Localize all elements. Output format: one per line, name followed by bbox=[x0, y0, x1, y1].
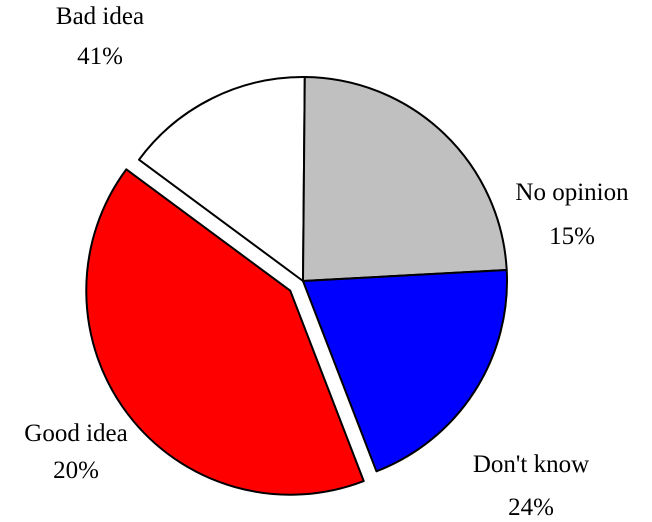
slice-value-no-opinion: 15% bbox=[549, 223, 595, 250]
pie-slices bbox=[85, 76, 508, 496]
slice-value-don-t-know: 24% bbox=[508, 494, 554, 521]
slice-value-good-idea: 20% bbox=[53, 457, 99, 484]
pie-labels: No opinion 15% Don't know 24% Good idea 20% Ba… bbox=[24, 3, 629, 521]
slice-label-bad-idea: Bad idea bbox=[56, 3, 144, 30]
pie-slice-don-t-know bbox=[302, 76, 508, 282]
slice-label-no-opinion: No opinion bbox=[515, 179, 629, 206]
pie-slice-good-idea bbox=[302, 268, 508, 473]
pie-slice-bad-idea bbox=[85, 168, 365, 496]
pie-slice-no-opinion bbox=[138, 76, 306, 282]
slice-label-good-idea: Good idea bbox=[24, 420, 127, 447]
slice-value-bad-idea: 41% bbox=[77, 43, 123, 70]
slice-label-don-t-know: Don't know bbox=[473, 451, 589, 478]
